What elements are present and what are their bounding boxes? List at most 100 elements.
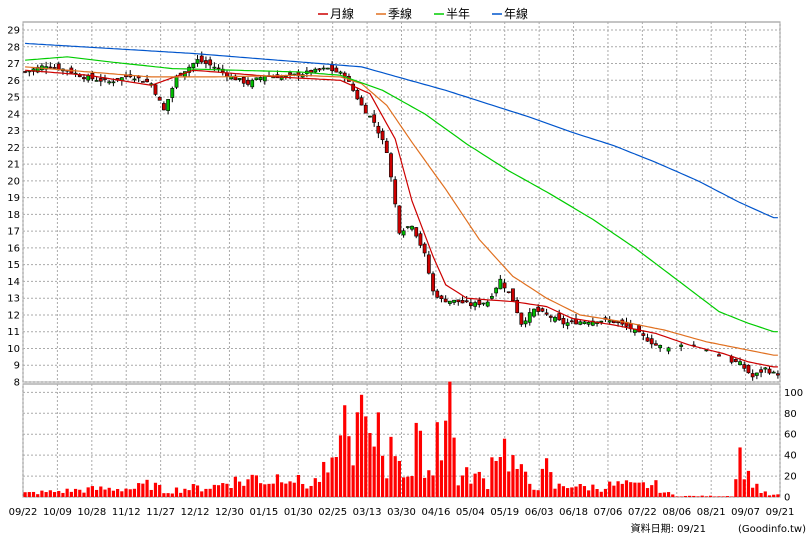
volume-bar-30: [149, 489, 153, 497]
candle-body-103: [456, 299, 461, 303]
candle-body-173: [750, 373, 755, 378]
volume-bar-32: [158, 484, 162, 497]
candle-body-86: [384, 140, 389, 154]
candle-body-54: [250, 79, 255, 88]
date-tick-8: 01/30: [284, 507, 313, 518]
candle-body-26: [132, 78, 137, 81]
volume-bar-34: [166, 493, 170, 497]
volume-bar-113: [498, 457, 502, 497]
volume-bar-125: [549, 472, 553, 497]
volume-bar-44: [208, 488, 212, 497]
volume-bar-25: [128, 489, 132, 497]
volume-bar-106: [469, 483, 473, 497]
volume-bar-35: [170, 493, 174, 497]
candle-body-117: [515, 299, 520, 314]
volume-bar-73: [330, 457, 334, 497]
candle-body-71: [321, 67, 326, 70]
legend-label-2: 半年: [446, 7, 470, 21]
volume-tick-20: 20: [784, 472, 797, 483]
volume-bar-74: [334, 457, 338, 497]
volume-bar-160: [696, 496, 700, 497]
volume-bar-111: [490, 457, 494, 497]
candle-body-100: [443, 298, 448, 303]
candle-body-125: [548, 315, 553, 318]
volume-bar-140: [612, 485, 616, 497]
candle-body-120: [527, 312, 532, 323]
volume-bar-67: [305, 488, 309, 497]
volume-bar-144: [629, 482, 633, 497]
candle-body-96: [426, 254, 431, 274]
volume-bars: [23, 381, 780, 497]
price-axis-ticks: 8 9 10 11 12 13 14 15 16 17 18 19 20 21 22 23 24 25 26 27 28…: [7, 26, 20, 389]
volume-bar-5: [44, 492, 48, 497]
volume-bar-59: [271, 483, 275, 497]
volume-tick-40: 40: [784, 451, 797, 462]
candle-body-83: [372, 114, 377, 123]
volume-bar-148: [645, 488, 650, 497]
volume-bar-24: [124, 488, 128, 497]
volume-bar-177: [767, 495, 772, 497]
volume-bar-43: [204, 488, 208, 497]
volume-bar-163: [709, 495, 713, 497]
volume-bar-147: [641, 482, 645, 497]
candle-body-29: [145, 78, 149, 83]
volume-bar-88: [393, 456, 397, 497]
date-axis-ticks: 09/22 10/09 10/28 11/12 11/27 12/12 12/30 01/15…: [9, 507, 795, 518]
candle-body-177: [767, 368, 772, 374]
candle-body-149: [649, 338, 654, 345]
volume-bar-119: [523, 471, 528, 497]
volume-bar-142: [620, 483, 624, 497]
volume-bar-41: [195, 485, 200, 497]
candle-body-70: [317, 68, 322, 71]
volume-bar-64: [292, 482, 296, 497]
volume-bar-37: [179, 492, 183, 497]
date-tick-10: 03/13: [353, 507, 382, 518]
volume-bar-100: [444, 420, 448, 497]
date-tick-7: 01/15: [249, 507, 278, 518]
price-tick-29: 29: [7, 26, 20, 37]
candle-body-98: [435, 290, 440, 298]
volume-bar-179: [776, 494, 780, 497]
candle-body-87: [389, 153, 393, 178]
volume-bar-57: [263, 484, 267, 497]
volume-bar-75: [338, 435, 343, 497]
candle-body-52: [241, 76, 246, 84]
volume-bar-4: [40, 490, 44, 497]
volume-bar-145: [633, 482, 637, 497]
volume-bar-103: [456, 485, 460, 497]
candle-body-108: [477, 299, 482, 305]
volume-bar-130: [570, 487, 574, 497]
candle-body-127: [557, 313, 562, 321]
volume-bar-175: [759, 493, 763, 497]
candle-body-115: [506, 291, 511, 294]
price-tick-24: 24: [7, 109, 20, 120]
candle-body-175: [759, 369, 763, 373]
candle-body-81: [363, 104, 368, 114]
candle-body-126: [553, 316, 557, 322]
candle-body-36: [174, 75, 179, 88]
candle-body-46: [216, 67, 221, 70]
candle-body-41: [195, 59, 200, 64]
volume-bar-79: [355, 412, 359, 497]
candle-body-55: [254, 77, 259, 80]
date-tick-18: 07/22: [628, 507, 657, 518]
volume-bar-172: [746, 470, 751, 497]
volume-bar-97: [431, 475, 435, 497]
volume-bar-50: [233, 476, 237, 497]
volume-bar-112: [494, 460, 498, 497]
ma-line-1: [25, 66, 778, 356]
price-tick-15: 15: [7, 260, 20, 271]
volume-bar-118: [519, 464, 523, 497]
candle-body-33: [161, 103, 166, 111]
volume-bar-46: [216, 485, 221, 497]
price-tick-27: 27: [7, 59, 20, 70]
volume-bar-45: [212, 484, 216, 497]
candle-body-174: [754, 372, 759, 376]
volume-bar-126: [553, 488, 557, 497]
volume-bar-166: [721, 496, 725, 497]
volume-bar-10: [65, 488, 69, 497]
candle-body-140: [611, 320, 616, 324]
volume-bar-38: [183, 488, 187, 497]
candle-body-39: [187, 66, 192, 73]
